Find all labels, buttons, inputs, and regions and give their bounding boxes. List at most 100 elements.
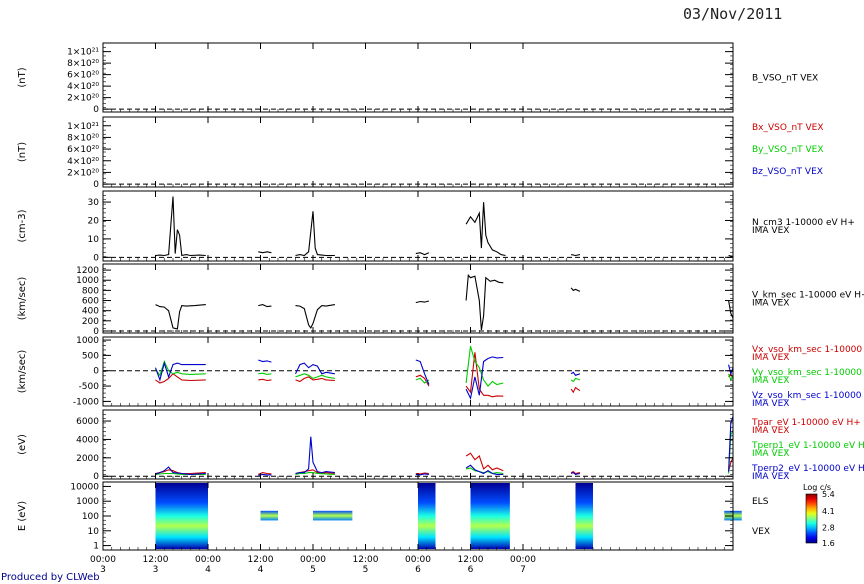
legend-label: Bz_VSO_nT VEX [752,167,823,177]
y-tick-label: 2×10²⁰ [67,94,99,104]
y-axis-label: (eV) [17,434,28,455]
panel-frame [102,190,734,262]
x-day-label: 7 [520,565,526,575]
y-tick-label: 1×10²¹ [67,122,99,132]
x-tick-label: 00:00 [90,555,116,565]
spectrogram-block [418,483,436,549]
y-tick-label: 1000 [76,336,99,346]
y-tick-label: 8×10²⁰ [67,133,99,143]
legend-label: Tpar_eV 1-10000 eV H+ [751,418,861,428]
spectrogram-block [313,510,353,521]
colorbar-title: Log c/s [803,483,831,492]
series-line [465,352,504,398]
series-line [415,300,430,304]
colorbar-tick-label: 4.1 [822,507,835,516]
y-tick-label: 10 [88,235,100,245]
series-line [258,304,272,308]
y-tick-label: -500 [79,382,100,392]
x-day-label: 4 [205,565,211,575]
legend-label: Vy_vso_km_sec 1-10000 [752,368,862,378]
legend-label: IMA VEX [752,353,789,363]
series-line [295,373,335,380]
legend-label: By_VSO_nT VEX [752,145,824,155]
legend-label: ELS [752,497,769,507]
series-line [415,252,430,256]
legend-label: IMA VEX [752,299,789,309]
y-tick-label: 2000 [76,454,99,464]
legend-label: IMA VEX [752,226,789,236]
series-line [570,371,581,376]
series-line [465,467,504,475]
x-tick-label: 12:00 [353,555,379,565]
series-line [154,361,206,382]
y-tick-label: 0 [93,180,99,190]
legend-label: N_cm3 1-10000 eV H+ [752,218,855,228]
series-line [155,304,206,330]
x-tick-label: 12:00 [143,555,169,565]
y-tick-label: 30 [88,198,100,208]
series-line [728,300,734,319]
y-tick-label: 1000 [76,497,99,507]
series-line [465,346,504,387]
y-tick-label: 4×10²⁰ [67,82,99,92]
series-line [570,287,581,292]
series-line [728,254,734,257]
series-line [415,377,430,384]
legend-label: Tperp1_eV 1-10000 eV H [751,441,864,451]
series-line [258,372,272,375]
y-tick-label: 0 [93,105,99,115]
spectrogram-block [155,483,208,549]
y-tick-label: 2×10²⁰ [67,168,99,178]
legend-label: Vz_vso_km_sec 1-10000 [752,391,862,401]
x-tick-label: 00:00 [300,555,326,565]
legend-label: IMA VEX [752,472,789,482]
series-line [258,251,272,254]
legend-label: IMA VEX [752,426,789,436]
colorbar-tick-label: 1.6 [822,539,835,548]
y-tick-label: 1200 [76,266,99,276]
y-tick-label: 6×10²⁰ [67,145,99,155]
y-tick-label: 0 [93,327,99,337]
y-axis-label: (cm-3) [17,209,28,242]
colorbar [805,493,818,544]
y-axis-label: (nT) [17,142,28,162]
y-axis-label: E (eV) [17,501,28,531]
y-tick-label: 0 [93,367,99,377]
series-line [295,472,335,475]
y-tick-label: 8×10²⁰ [67,59,99,69]
series-line [728,364,734,376]
x-tick-label: 00:00 [405,555,431,565]
y-tick-label: 1 [93,542,99,552]
y-tick-label: 20 [88,216,100,226]
y-tick-label: 4000 [76,435,99,445]
x-tick-label: 00:00 [510,555,536,565]
x-day-label: 5 [363,565,369,575]
y-tick-label: 10000 [70,482,99,492]
y-tick-label: 6000 [76,417,99,427]
x-day-label: 5 [310,565,316,575]
legend-label: Bx_VSO_nT VEX [752,123,824,133]
series-line [465,202,506,257]
x-day-label: 6 [468,565,474,575]
panel-frame [102,263,734,334]
series-line [570,471,581,475]
series-line [258,359,272,363]
y-tick-label: 600 [82,297,99,307]
series-line [258,378,272,382]
spectrogram-block [575,483,593,549]
x-tick-label: 12:00 [458,555,484,565]
series-line [570,386,581,394]
series-line [570,377,581,383]
x-day-label: 4 [258,565,264,575]
series-line [155,196,206,257]
y-tick-label: 100 [82,512,99,522]
legend-label: VEX [752,527,770,537]
credit-text: Produced by CLWeb [1,572,100,583]
y-tick-label: 1000 [76,276,99,286]
series-line [570,470,581,475]
